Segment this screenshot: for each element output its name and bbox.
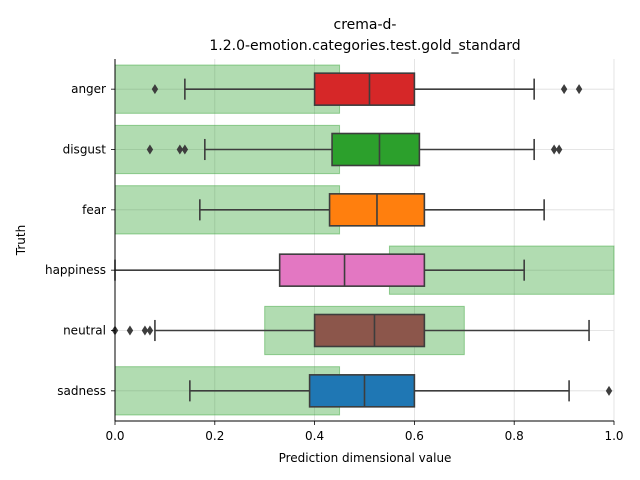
outlier-anger bbox=[575, 84, 583, 95]
axes-layer: 0.0 0.2 0.4 0.6 0.8 1.0 anger disgust fear happin… bbox=[45, 59, 624, 443]
y-tick-label-sadness: sadness bbox=[57, 384, 106, 398]
outlier-neutral bbox=[126, 325, 134, 336]
box-layer bbox=[111, 72, 613, 408]
outlier-disgust bbox=[176, 144, 184, 155]
y-axis-label: Truth bbox=[14, 225, 28, 256]
box-sadness bbox=[308, 374, 416, 408]
x-tick-label: 0.6 bbox=[405, 429, 424, 443]
gold-standard-layer bbox=[114, 64, 615, 416]
x-axis-label: Prediction dimensional value bbox=[279, 451, 452, 465]
x-tick-label: 0.2 bbox=[205, 429, 224, 443]
outlier-disgust bbox=[550, 144, 558, 155]
y-tick-label-happiness: happiness bbox=[45, 263, 106, 277]
outlier-anger bbox=[151, 84, 159, 95]
x-tick-label: 0.4 bbox=[305, 429, 324, 443]
chart-title-line-1: crema-d- bbox=[334, 17, 397, 33]
y-tick-label-neutral: neutral bbox=[63, 324, 106, 338]
outlier-disgust bbox=[146, 144, 154, 155]
chart-title-line-2: 1.2.0-emotion.categories.test.gold_stand… bbox=[209, 38, 520, 54]
outlier-anger bbox=[560, 84, 568, 95]
outlier-sadness bbox=[605, 385, 613, 396]
outlier-disgust bbox=[181, 144, 189, 155]
box-neutral bbox=[313, 313, 426, 348]
y-tick-label-disgust: disgust bbox=[63, 143, 107, 157]
x-tick-label: 0.0 bbox=[105, 429, 124, 443]
y-tick-label-anger: anger bbox=[71, 82, 106, 96]
outlier-disgust bbox=[555, 144, 563, 155]
box-anger bbox=[313, 72, 416, 106]
x-tick-label: 1.0 bbox=[604, 429, 623, 443]
outlier-neutral bbox=[146, 325, 154, 336]
x-tick-label: 0.8 bbox=[505, 429, 524, 443]
box-disgust bbox=[331, 132, 421, 167]
y-tick-label-fear: fear bbox=[82, 203, 106, 217]
box-happiness bbox=[278, 253, 426, 287]
outlier-neutral bbox=[141, 325, 149, 336]
